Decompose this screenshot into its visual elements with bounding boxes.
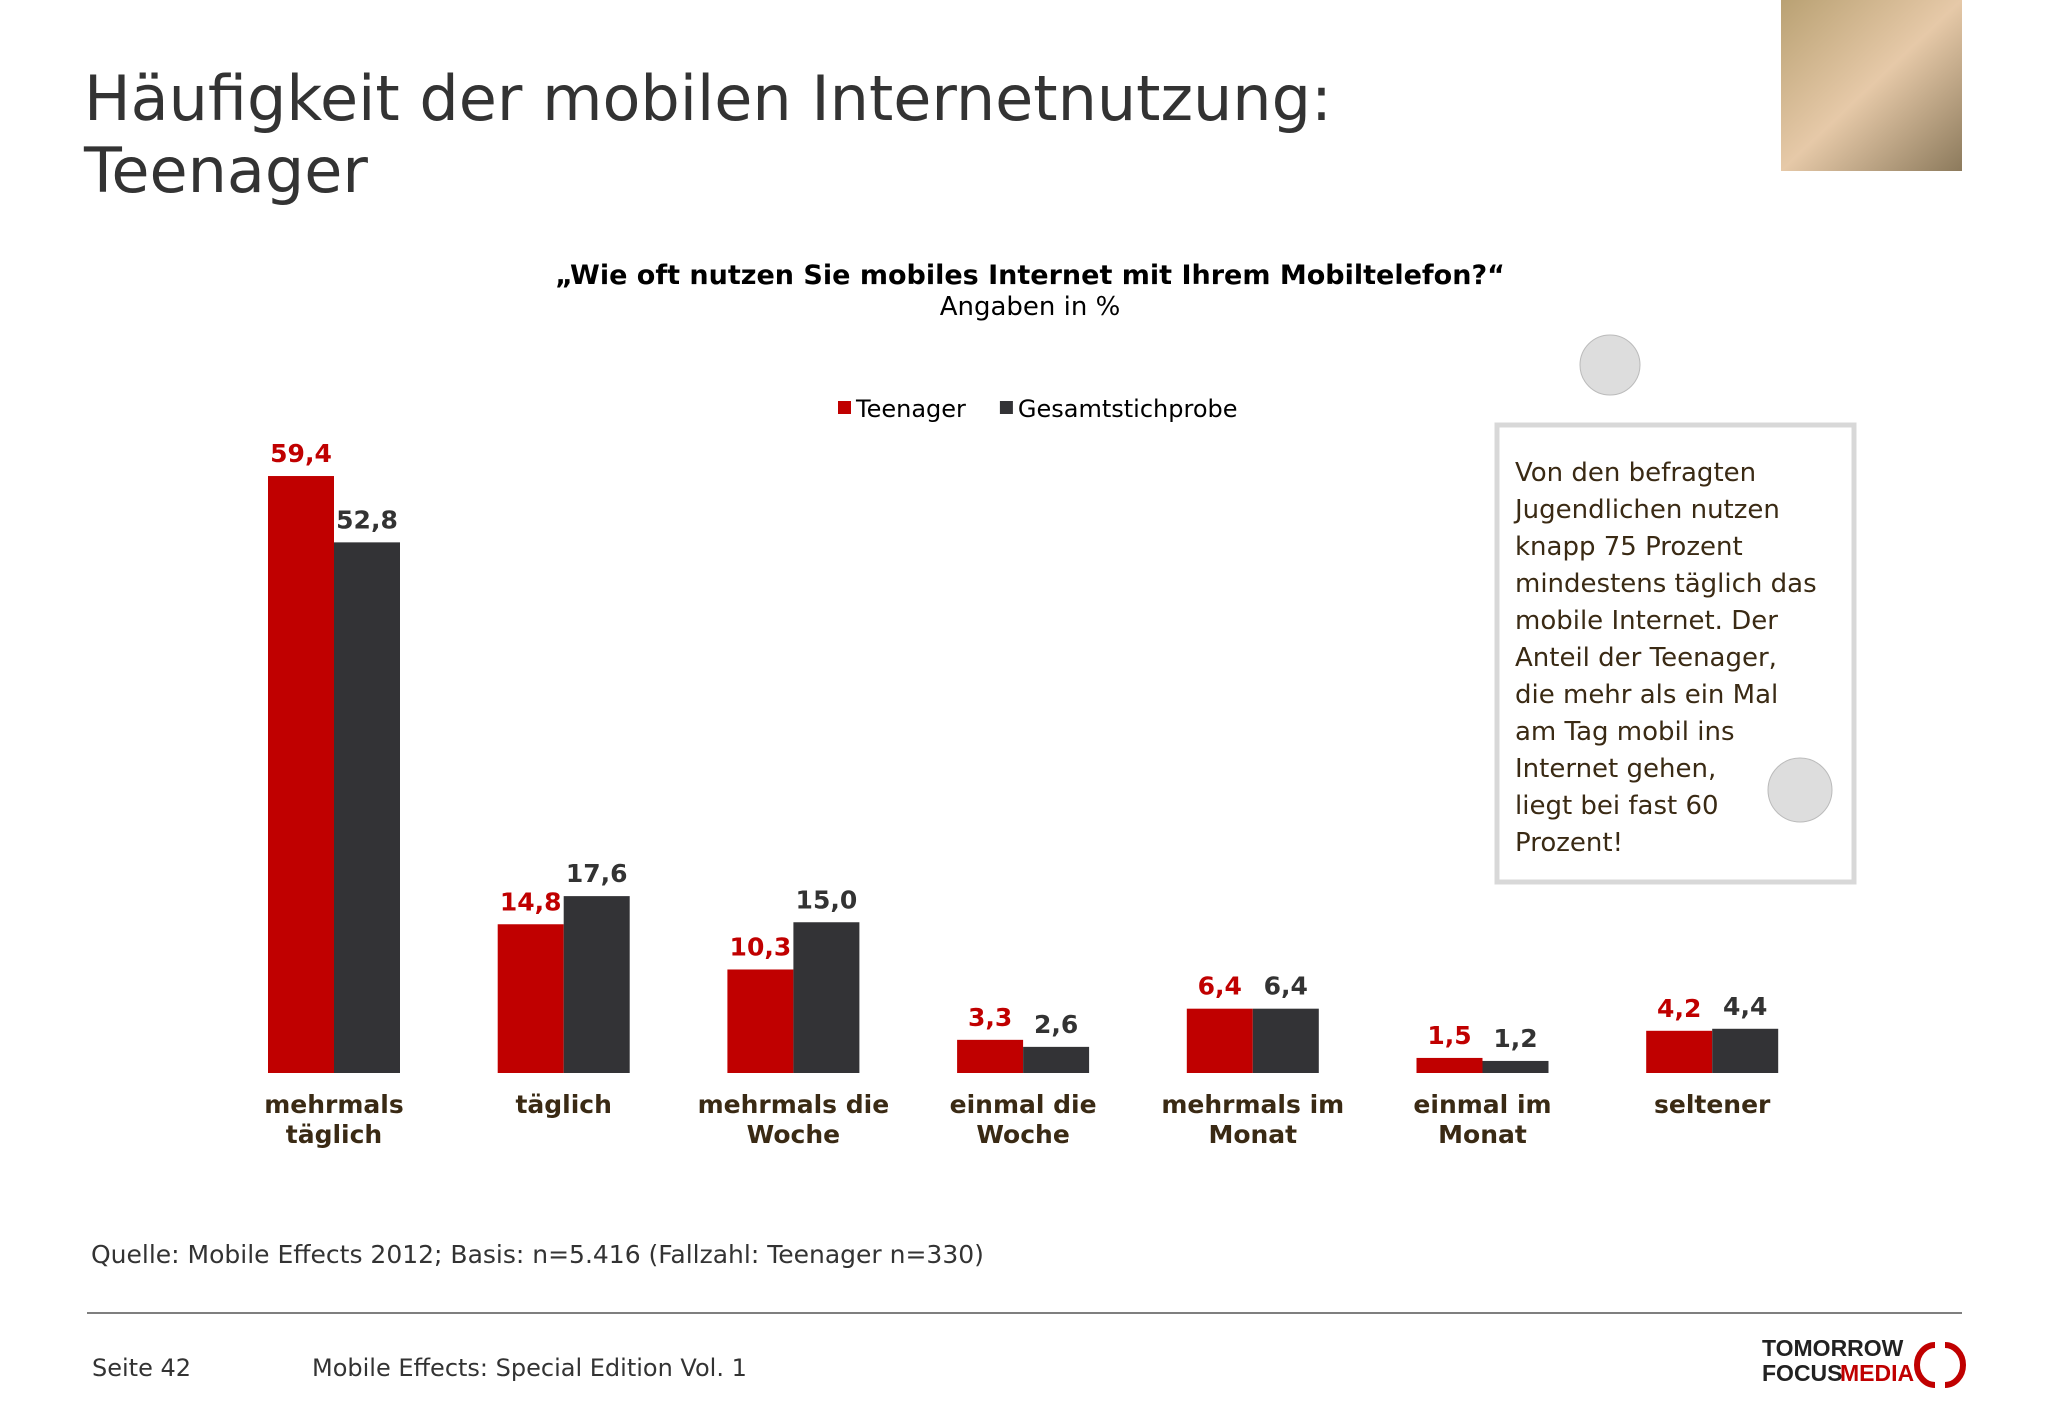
bar bbox=[957, 1039, 1024, 1073]
text-box-line: liegt bei fast 60 bbox=[1515, 791, 1719, 821]
data-label: 15,0 bbox=[796, 885, 858, 914]
bar bbox=[1482, 1060, 1549, 1073]
bar bbox=[1416, 1057, 1483, 1073]
bar bbox=[793, 922, 860, 1073]
legend-label: Teenager bbox=[855, 395, 966, 423]
data-label: 10,3 bbox=[730, 932, 792, 961]
slide-title: Teenager bbox=[84, 134, 368, 207]
text-box-line: mobile Internet. Der bbox=[1515, 606, 1778, 636]
photo bbox=[1781, 0, 1962, 171]
text-box-line: Internet gehen, bbox=[1515, 754, 1717, 784]
bar bbox=[1023, 1046, 1090, 1073]
data-label: 1,2 bbox=[1493, 1024, 1537, 1053]
text-box-line: am Tag mobil ins bbox=[1515, 717, 1735, 747]
legend-swatch bbox=[999, 401, 1013, 414]
x-tick-label: seltener bbox=[1653, 1090, 1771, 1119]
bar bbox=[1646, 1030, 1713, 1073]
text-box-line: Von den befragten bbox=[1515, 458, 1757, 488]
x-tick-label: einmal im Monat bbox=[1413, 1090, 1552, 1149]
bar bbox=[497, 924, 564, 1073]
text-box-line: Jugendlichen nutzen bbox=[1515, 495, 1780, 525]
bar bbox=[1252, 1008, 1319, 1073]
bar bbox=[268, 476, 334, 1073]
data-label: 17,6 bbox=[566, 859, 628, 888]
data-label: 14,8 bbox=[500, 887, 562, 916]
x-tick-label: mehrmals im Monat bbox=[1161, 1090, 1345, 1149]
logo-text: TOMORROW bbox=[1762, 1335, 1904, 1361]
data-label: 52,8 bbox=[336, 505, 398, 534]
bar bbox=[1712, 1028, 1779, 1073]
source-note: Quelle: Mobile Effects 2012; Basis: n=5.… bbox=[91, 1240, 984, 1269]
data-label: 4,2 bbox=[1657, 994, 1701, 1023]
data-label: 2,6 bbox=[1034, 1010, 1078, 1039]
page-number: Seite 42 bbox=[92, 1354, 192, 1382]
chart-subtitle: Angaben in % bbox=[939, 292, 1121, 322]
data-label: 1,5 bbox=[1427, 1021, 1471, 1050]
logo-arc bbox=[1944, 1342, 1966, 1388]
legend-swatch bbox=[838, 401, 851, 414]
publication: Mobile Effects: Special Edition Vol. 1 bbox=[312, 1354, 747, 1382]
data-label: 3,3 bbox=[968, 1003, 1012, 1032]
data-label: 6,4 bbox=[1198, 972, 1242, 1001]
text-box-line: Prozent! bbox=[1515, 828, 1623, 858]
figure-decoration bbox=[1767, 757, 1833, 823]
text-box-line: knapp 75 Prozent bbox=[1515, 532, 1743, 562]
bar bbox=[563, 896, 630, 1073]
bar bbox=[727, 969, 794, 1073]
logo-text: MEDIA bbox=[1840, 1360, 1915, 1386]
figure-decoration bbox=[1579, 334, 1641, 396]
text-box-line: die mehr als ein Mal bbox=[1515, 680, 1779, 710]
logo-text: FOCUS bbox=[1762, 1360, 1843, 1386]
bar bbox=[334, 542, 400, 1073]
legend-label: Gesamtstichprobe bbox=[1018, 395, 1238, 423]
slide-title: Häufigkeit der mobilen Internetnutzung: bbox=[84, 62, 1332, 135]
text-box-line: mindestens täglich das bbox=[1515, 569, 1817, 599]
chart-title: „Wie oft nutzen Sie mobiles Internet mit… bbox=[555, 260, 1505, 291]
x-tick-label: einmal die Woche bbox=[949, 1090, 1097, 1149]
x-tick-label: täglich bbox=[515, 1090, 612, 1119]
bar bbox=[1186, 1008, 1253, 1073]
logo-arc bbox=[1914, 1342, 1936, 1388]
data-label: 4,4 bbox=[1723, 992, 1767, 1021]
text-box-line: Anteil der Teenager, bbox=[1515, 643, 1777, 673]
data-label: 6,4 bbox=[1264, 972, 1308, 1001]
data-label: 59,4 bbox=[270, 439, 332, 468]
x-tick-label: mehrmals die Woche bbox=[697, 1090, 890, 1149]
x-tick-label: mehrmals täglich bbox=[264, 1090, 404, 1149]
